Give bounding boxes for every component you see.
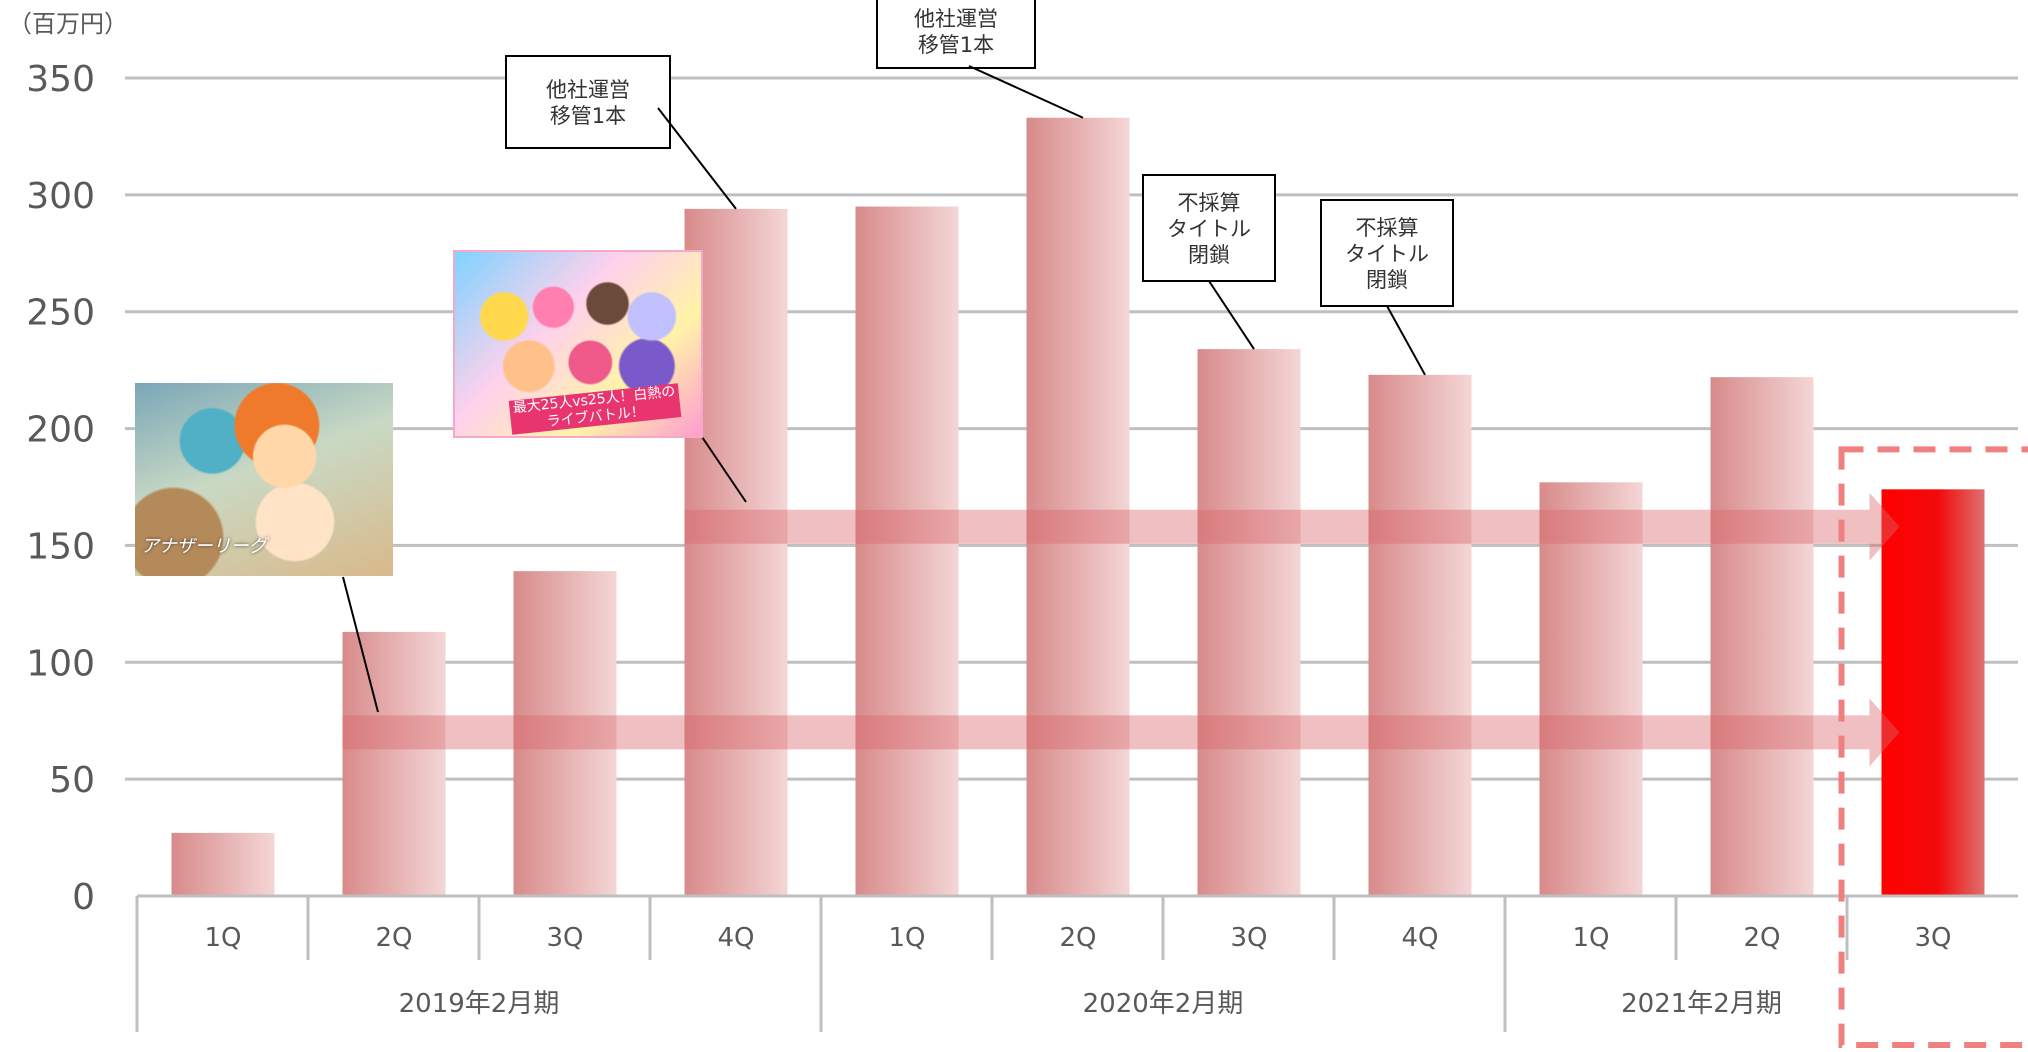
- callout-box: [1320, 199, 1454, 307]
- group-label: 2019年2月期: [399, 989, 560, 1019]
- callout-text: 不採算: [1178, 191, 1241, 215]
- y-tick-label: 200: [26, 410, 95, 451]
- thumbnail-leader: [342, 576, 379, 713]
- y-tick-label: 350: [26, 59, 95, 100]
- bar: [342, 631, 446, 896]
- game-thumbnail-1: アナザーリーグ: [135, 383, 393, 576]
- x-tick-label: 2Q: [1059, 923, 1096, 953]
- bar: [513, 571, 617, 896]
- callout-box: [505, 55, 671, 149]
- x-tick-label: 1Q: [1572, 923, 1609, 953]
- y-tick-label: 50: [49, 760, 95, 801]
- x-tick-label: 2Q: [1743, 923, 1780, 953]
- callout-text: 移管1本: [918, 33, 994, 57]
- callout-leader: [1386, 305, 1426, 376]
- x-axis: 1Q 2Q 3Q 4Q 1Q 2Q 3Q 4Q 1Q 2Q 3Q 2019年2月期 2020年2月期 20…: [135, 446, 2028, 1048]
- y-axis-ticks: 0 50 100 150 200 250 300 350: [26, 59, 95, 918]
- x-tick-label: 4Q: [1401, 923, 1438, 953]
- y-tick-label: 0: [72, 877, 95, 918]
- trend-arrow: [342, 698, 1900, 767]
- callout-leader: [657, 107, 737, 210]
- bar: [1710, 377, 1814, 896]
- callout-leader: [1208, 280, 1255, 350]
- x-tick-label: 1Q: [888, 923, 925, 953]
- y-tick-label: 150: [26, 526, 95, 567]
- group-label: 2020年2月期: [1083, 989, 1244, 1019]
- callout-text: タイトル: [1167, 217, 1251, 241]
- thumbnail-leader: [699, 433, 747, 503]
- callout-text: 他社運営: [546, 78, 630, 102]
- thumbnail-banner: 最大25人vs25人！白熱のライブバトル！: [508, 383, 682, 435]
- unit-label: （百万円）: [8, 10, 128, 38]
- y-tick-label: 100: [26, 643, 95, 684]
- game-thumbnail-2: 最大25人vs25人！白熱のライブバトル！: [453, 250, 703, 438]
- bar: [1197, 349, 1301, 896]
- callout-text: 移管1本: [550, 104, 626, 128]
- callout-box: [1142, 174, 1276, 282]
- x-tick-label: 3Q: [1914, 923, 1951, 953]
- x-tick-label: 3Q: [546, 923, 583, 953]
- callout-text: 閉鎖: [1188, 243, 1230, 267]
- highlight-dashed-box: [1838, 446, 2028, 1048]
- y-tick-label: 250: [26, 293, 95, 334]
- x-tick-label: 3Q: [1230, 923, 1267, 953]
- bar: [1026, 117, 1130, 896]
- trend-arrows: [342, 492, 1900, 767]
- callout-text: タイトル: [1345, 242, 1429, 266]
- x-tick-label: 1Q: [204, 923, 241, 953]
- callout-text: 不採算: [1356, 216, 1419, 240]
- thumbnail-caption: アナザーリーグ: [141, 536, 267, 557]
- bars: [171, 117, 1985, 897]
- bar: [855, 206, 959, 897]
- y-tick-label: 300: [26, 176, 95, 217]
- callout-text: 閉鎖: [1366, 268, 1408, 292]
- bar: [171, 832, 275, 896]
- callout-box: [876, 0, 1036, 69]
- bar: [1368, 374, 1472, 896]
- x-tick-label: 2Q: [375, 923, 412, 953]
- callout-text: 他社運営: [914, 7, 998, 31]
- bar: [1539, 482, 1643, 896]
- callout-leader: [968, 65, 1084, 119]
- x-tick-label: 4Q: [717, 923, 754, 953]
- group-label: 2021年2月期: [1621, 989, 1782, 1019]
- bar-highlight: [1881, 489, 1985, 896]
- trend-arrow: [684, 492, 1900, 561]
